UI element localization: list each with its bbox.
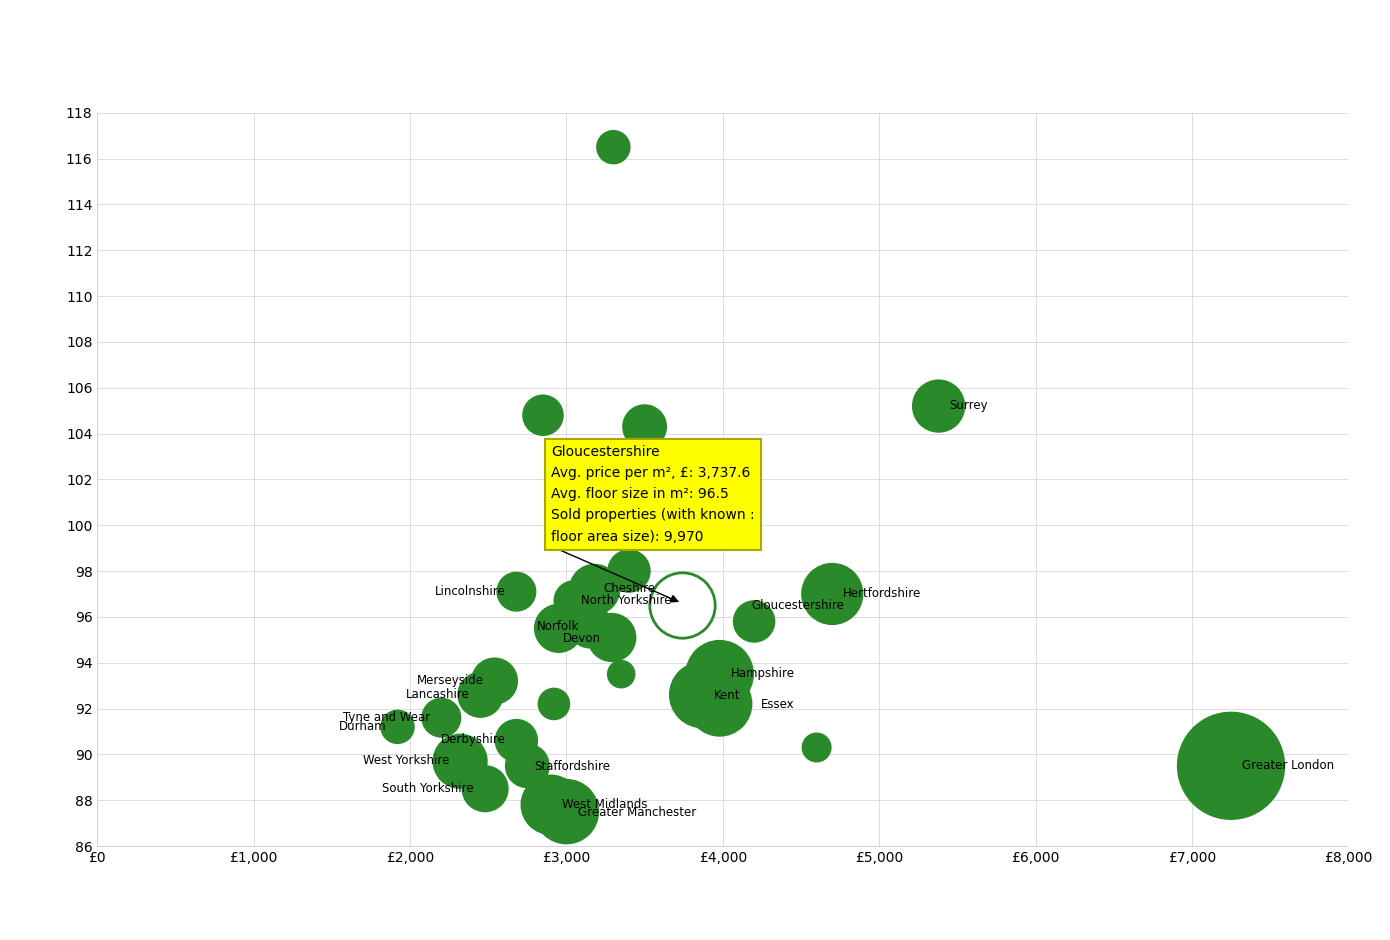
- Point: [821, 587, 844, 602]
- Point: [578, 619, 600, 634]
- Point: [386, 719, 409, 734]
- Point: [449, 754, 471, 769]
- Text: Gloucestershire: Gloucestershire: [751, 599, 844, 612]
- Text: Staffordshire: Staffordshire: [534, 760, 610, 773]
- Text: West Yorkshire: West Yorkshire: [363, 754, 449, 767]
- Point: [548, 620, 570, 635]
- Point: [602, 140, 624, 155]
- Point: [709, 697, 731, 712]
- Text: Greater Manchester: Greater Manchester: [577, 806, 696, 819]
- Point: [600, 630, 623, 645]
- Text: Merseyside: Merseyside: [417, 674, 484, 687]
- Point: [563, 593, 585, 608]
- Point: [927, 399, 949, 414]
- Text: Kent: Kent: [713, 689, 739, 701]
- Point: [691, 687, 713, 702]
- Point: [610, 666, 632, 681]
- Text: Norfolk: Norfolk: [537, 620, 578, 633]
- Text: Durham: Durham: [339, 720, 386, 733]
- Point: [806, 740, 828, 755]
- Point: [506, 733, 528, 748]
- Text: Cheshire: Cheshire: [603, 583, 655, 595]
- Text: Derbyshire: Derbyshire: [441, 733, 506, 746]
- Text: West Midlands: West Midlands: [562, 798, 648, 810]
- Text: Tyne and Wear: Tyne and Wear: [343, 711, 431, 724]
- Point: [532, 408, 555, 423]
- Point: [556, 804, 578, 819]
- Text: Greater London: Greater London: [1243, 759, 1334, 772]
- Text: Hertfordshire: Hertfordshire: [844, 588, 922, 600]
- Point: [539, 797, 562, 812]
- Point: [431, 711, 453, 726]
- Text: Surrey: Surrey: [949, 400, 988, 412]
- Text: Lancashire: Lancashire: [406, 688, 470, 701]
- Point: [474, 781, 496, 796]
- Point: [470, 687, 492, 702]
- Text: Lincolnshire: Lincolnshire: [435, 585, 506, 598]
- Point: [1220, 759, 1243, 774]
- Text: Essex: Essex: [762, 698, 795, 712]
- Point: [670, 598, 692, 613]
- Point: [516, 759, 538, 774]
- Point: [619, 563, 641, 578]
- Point: [709, 666, 731, 681]
- Point: [744, 614, 766, 629]
- Text: Gloucestershire
Avg. price per m², £: 3,737.6
Avg. floor size in m²: 96.5
Sold p: Gloucestershire Avg. price per m², £: 3,…: [550, 445, 755, 543]
- Point: [506, 584, 528, 599]
- Text: Hampshire: Hampshire: [731, 667, 795, 681]
- Point: [543, 697, 566, 712]
- Text: Devon: Devon: [563, 632, 600, 645]
- Text: South Yorkshire: South Yorkshire: [382, 782, 474, 795]
- Text: North Yorkshire: North Yorkshire: [581, 594, 671, 607]
- Point: [634, 419, 656, 434]
- Point: [584, 582, 606, 597]
- Point: [484, 673, 506, 688]
